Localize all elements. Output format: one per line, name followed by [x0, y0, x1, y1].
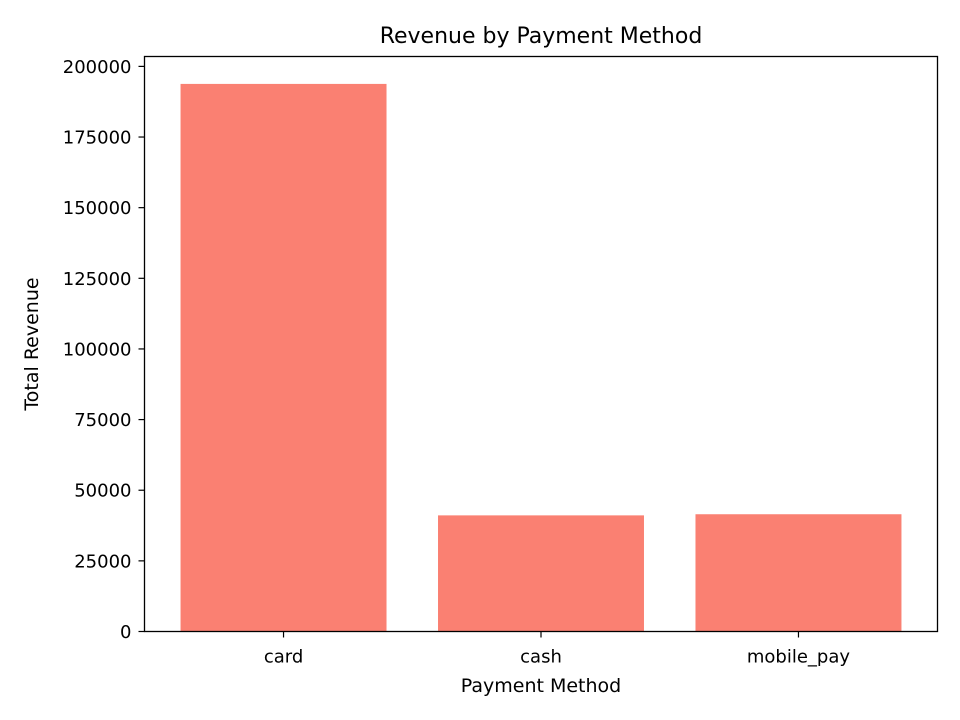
y-tick-label: 25000 [74, 551, 131, 572]
y-tick-label: 200000 [63, 57, 132, 78]
x-axis-label: Payment Method [461, 675, 621, 697]
y-axis: 0 25000 50000 75000 100000 125000 150000 175000… [63, 57, 145, 643]
x-axis: card cash mobile_pay [264, 631, 851, 668]
y-tick-label: 0 [120, 622, 131, 643]
plot-frame [143, 55, 939, 633]
chart-title: Revenue by Payment Method [380, 24, 703, 49]
x-tick-label: mobile_pay [747, 647, 851, 668]
y-tick-label: 75000 [74, 410, 131, 431]
bars-group [180, 83, 902, 632]
y-axis-label: Total Revenue [21, 277, 43, 411]
y-tick-label: 175000 [63, 128, 132, 149]
bar-mobile-pay [695, 514, 902, 632]
x-tick-label: cash [520, 647, 562, 668]
bar-card [180, 83, 387, 632]
bar-cash [438, 515, 644, 632]
x-tick-label: card [264, 647, 303, 668]
y-tick-label: 125000 [63, 269, 132, 290]
y-tick-label: 100000 [63, 339, 132, 360]
y-tick-label: 150000 [63, 198, 132, 219]
y-tick-label: 50000 [74, 481, 131, 502]
